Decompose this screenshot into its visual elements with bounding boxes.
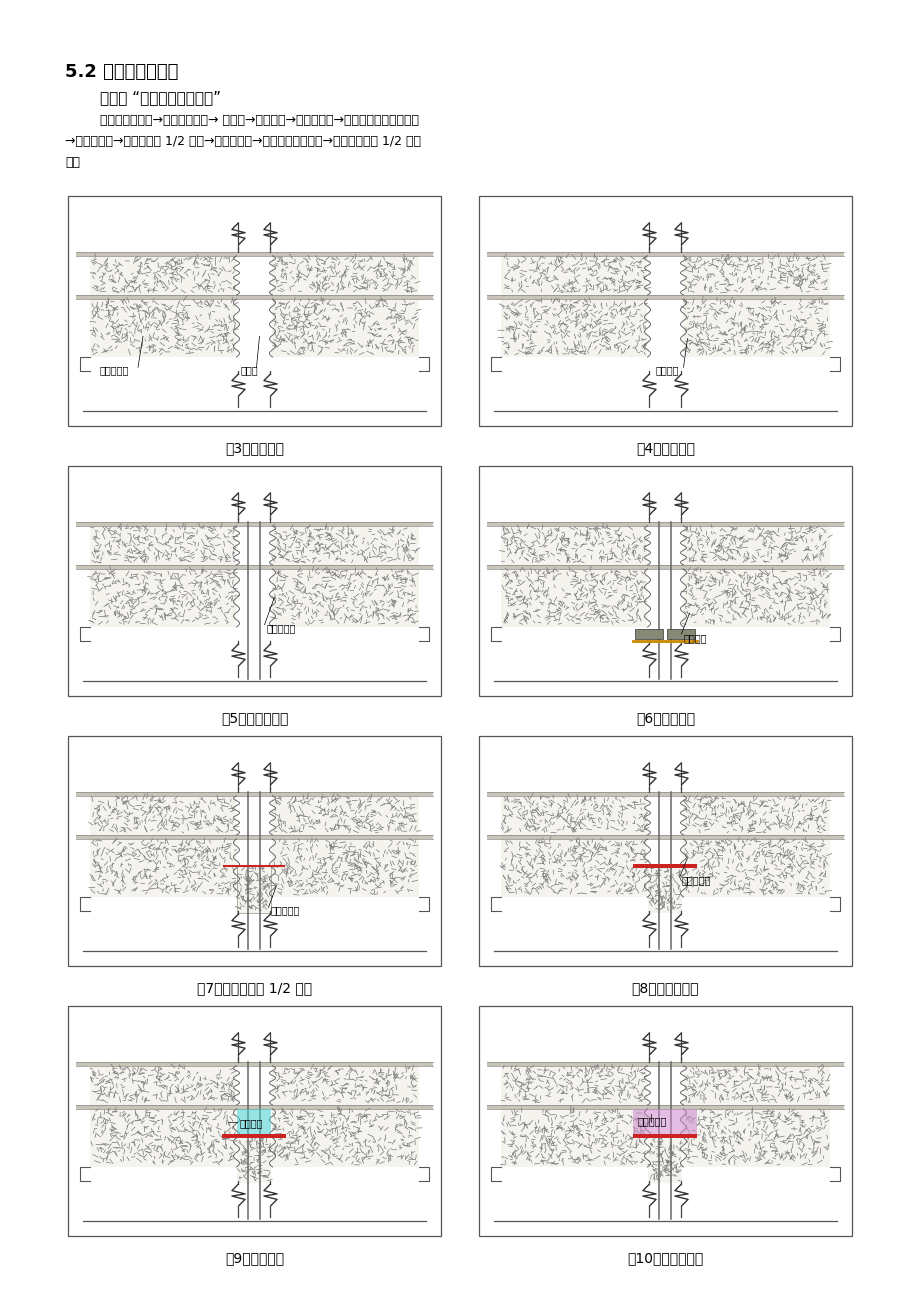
- Text: 图8：涂刷堡漏王: 图8：涂刷堡漏王: [631, 980, 698, 995]
- Text: 图6：支设吹模: 图6：支设吹模: [635, 711, 695, 725]
- Bar: [90, 255, 236, 294]
- Bar: [486, 835, 843, 838]
- Bar: [272, 526, 418, 565]
- Text: 凿毛处理: 凿毛处理: [654, 365, 678, 375]
- Bar: [501, 1109, 647, 1167]
- Bar: [90, 526, 236, 565]
- Bar: [237, 866, 271, 913]
- Bar: [486, 792, 843, 796]
- Bar: [683, 1109, 829, 1167]
- Bar: [667, 629, 695, 639]
- Bar: [272, 255, 418, 294]
- Bar: [683, 838, 829, 897]
- Text: 5.2 方案的分析评估: 5.2 方案的分析评估: [65, 62, 178, 81]
- Text: 预留洞: 预留洞: [240, 365, 258, 375]
- Bar: [683, 1066, 829, 1105]
- Bar: [90, 838, 236, 897]
- Bar: [90, 796, 236, 835]
- Bar: [272, 569, 418, 628]
- Bar: [479, 466, 851, 697]
- Bar: [272, 796, 418, 835]
- Bar: [635, 629, 663, 639]
- Bar: [633, 1134, 697, 1138]
- Text: 安装下水管: 安装下水管: [267, 624, 296, 634]
- Bar: [76, 565, 433, 569]
- Bar: [237, 866, 271, 913]
- Bar: [501, 838, 647, 897]
- Bar: [486, 1105, 843, 1109]
- Bar: [501, 255, 647, 294]
- Bar: [272, 1066, 418, 1105]
- Bar: [76, 251, 433, 255]
- Bar: [501, 796, 647, 835]
- Bar: [68, 466, 440, 697]
- Text: 图7：浇筑膨胀硷 1/2 板厘: 图7：浇筑膨胀硷 1/2 板厘: [197, 980, 312, 995]
- Bar: [486, 294, 843, 299]
- Text: 主体混凝土: 主体混凝土: [100, 365, 130, 375]
- Bar: [76, 522, 433, 526]
- Text: 支设吹模: 支设吹模: [683, 633, 706, 643]
- Bar: [648, 866, 682, 913]
- Bar: [76, 792, 433, 796]
- Bar: [68, 736, 440, 966]
- Text: 涂刷堡漏王: 涂刷堡漏王: [681, 875, 710, 885]
- Bar: [76, 294, 433, 299]
- Bar: [683, 526, 829, 565]
- Bar: [683, 299, 829, 357]
- Bar: [272, 299, 418, 357]
- Bar: [90, 1109, 236, 1167]
- Bar: [501, 526, 647, 565]
- Bar: [272, 1109, 418, 1167]
- Bar: [68, 1006, 440, 1236]
- Bar: [501, 1066, 647, 1105]
- Text: 硷。: 硷。: [65, 156, 80, 169]
- Text: 图10：二次浇筑硷: 图10：二次浇筑硷: [627, 1251, 703, 1266]
- Bar: [479, 736, 851, 966]
- Text: 施工工艺：定位→预埋普通套管→ 浇筑硷→抜出套管→安装下水管→管根预留洞凿毛、清理: 施工工艺：定位→预埋普通套管→ 浇筑硷→抜出套管→安装下水管→管根预留洞凿毛、清…: [100, 115, 418, 128]
- Bar: [76, 1062, 433, 1066]
- Bar: [237, 1109, 271, 1134]
- Text: 二次浇筑硷: 二次浇筑硷: [637, 1116, 666, 1126]
- Bar: [479, 1006, 851, 1236]
- Bar: [68, 197, 440, 426]
- Bar: [683, 255, 829, 294]
- Bar: [237, 1135, 271, 1184]
- Bar: [222, 1134, 286, 1138]
- Text: 图4：凿毛处理: 图4：凿毛处理: [635, 441, 694, 454]
- Bar: [90, 1066, 236, 1105]
- Bar: [272, 838, 418, 897]
- Text: 蓄水试验: 蓄水试验: [239, 1118, 263, 1129]
- Bar: [76, 835, 433, 838]
- Text: 图5：安装下水管: 图5：安装下水管: [221, 711, 288, 725]
- Bar: [683, 569, 829, 628]
- Bar: [486, 251, 843, 255]
- Bar: [633, 1109, 697, 1134]
- Bar: [90, 299, 236, 357]
- Bar: [486, 565, 843, 569]
- Bar: [648, 1135, 682, 1184]
- Bar: [486, 1062, 843, 1066]
- Text: 浇筑膨膨硷: 浇筑膨膨硷: [270, 905, 300, 915]
- Bar: [90, 569, 236, 628]
- Bar: [76, 1105, 433, 1109]
- Text: 图3：预留套管: 图3：预留套管: [225, 441, 284, 454]
- Bar: [486, 522, 843, 526]
- Bar: [479, 197, 851, 426]
- Bar: [683, 796, 829, 835]
- Text: 图9：蓄水试验: 图9：蓄水试验: [224, 1251, 284, 1266]
- Bar: [501, 299, 647, 357]
- Bar: [633, 865, 697, 868]
- Text: 方案一 “预留洞分层吹洞法”: 方案一 “预留洞分层吹洞法”: [100, 90, 221, 105]
- Text: →支管根吹模→浇筑管根硷 1/2 板厘→涂刷堡漏王→蓄水试验（合格）→浇筑管根剩余 1/2 板厘: →支管根吹模→浇筑管根硷 1/2 板厘→涂刷堡漏王→蓄水试验（合格）→浇筑管根剩…: [65, 135, 421, 148]
- Bar: [501, 569, 647, 628]
